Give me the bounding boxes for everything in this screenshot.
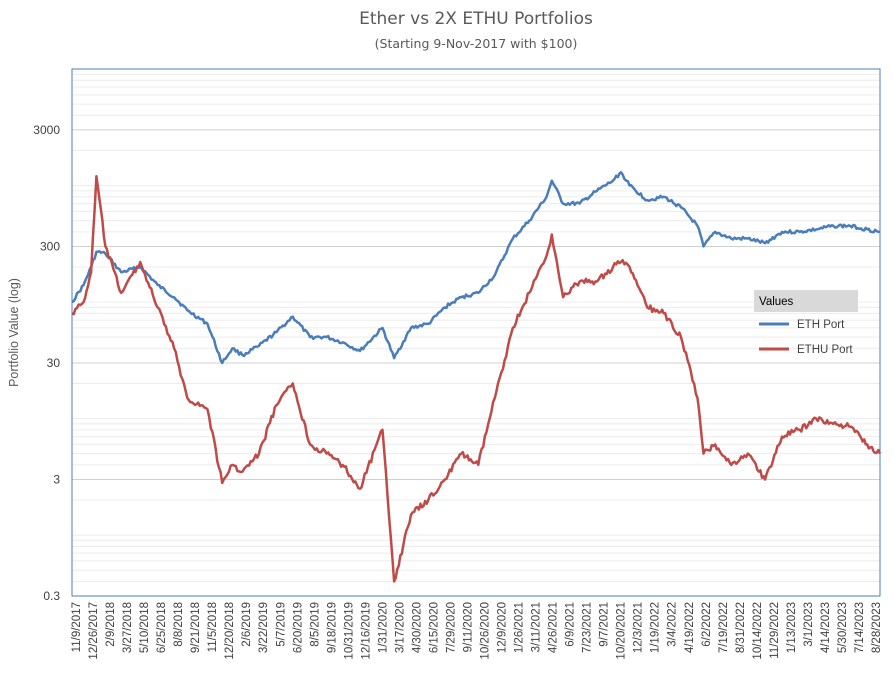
x-tick-label: 6/2/2022: [701, 602, 713, 647]
x-tick-label: 3/11/2021: [531, 602, 543, 652]
x-tick-label: 1/31/2020: [377, 602, 389, 653]
x-tick-label: 10/20/2021: [616, 602, 628, 660]
plot-area: [71, 68, 881, 597]
gridlines: [72, 68, 880, 597]
series-line-eth-port: [71, 170, 881, 365]
x-tick-label: 3/22/2019: [258, 602, 270, 653]
chart-subtitle: (Starting 9-Nov-2017 with $100): [375, 36, 578, 51]
y-tick-label: 30: [47, 356, 61, 370]
x-tick-label: 9/11/2020: [462, 602, 474, 652]
x-tick-label: 11/9/2017: [71, 602, 83, 652]
x-tick-label: 8/8/2018: [173, 602, 185, 647]
x-tick-label: 2/6/2019: [241, 602, 253, 647]
x-tick-label: 6/25/2018: [156, 602, 168, 653]
x-tick-label: 6/15/2020: [428, 602, 440, 653]
x-tick-label: 7/23/2021: [582, 602, 594, 653]
x-tick-label: 2/9/2018: [105, 602, 117, 647]
x-tick-label: 8/31/2022: [735, 602, 747, 653]
x-tick-label: 3/27/2018: [122, 602, 134, 653]
x-tick-label: 9/21/2018: [190, 602, 202, 653]
y-tick-label: 3: [53, 472, 60, 486]
x-axis-ticks: 11/9/2017 12/26/2017 2/9/2018 3/27/2018 5/10…: [71, 602, 883, 660]
x-tick-label: 12/16/2019: [360, 602, 372, 660]
x-tick-label: 11/5/2018: [207, 602, 219, 652]
x-tick-label: 8/28/2023: [871, 602, 883, 653]
x-tick-label: 1/19/2022: [650, 602, 662, 653]
legend-title: Values: [759, 296, 794, 308]
x-tick-label: 4/19/2022: [684, 602, 696, 653]
x-tick-label: 6/20/2019: [292, 602, 304, 653]
x-tick-label: 4/14/2023: [820, 602, 832, 653]
y-axis-label: Portfolio Value (log): [7, 278, 21, 387]
x-tick-label: 12/3/2021: [633, 602, 645, 653]
chart-title: Ether vs 2X ETHU Portfolios: [359, 9, 593, 29]
legend-title-bar: [754, 290, 858, 312]
x-tick-label: 12/26/2017: [88, 602, 100, 660]
x-tick-label: 5/30/2023: [837, 602, 849, 653]
x-tick-label: 3/17/2020: [394, 602, 406, 653]
x-tick-label: 4/26/2021: [548, 602, 560, 653]
x-tick-label: 9/18/2019: [326, 602, 338, 653]
y-tick-label: 300: [40, 239, 60, 253]
x-tick-label: 7/19/2022: [718, 602, 730, 653]
legend-label-eth-port: ETH Port: [797, 319, 845, 331]
y-tick-label: 0.3: [43, 589, 60, 603]
y-tick-label: 3000: [33, 123, 60, 137]
x-tick-label: 5/7/2019: [275, 602, 287, 647]
x-tick-label: 9/7/2021: [599, 602, 611, 647]
x-tick-label: 11/29/2022: [769, 602, 781, 659]
x-tick-label: 6/9/2021: [565, 602, 577, 647]
x-tick-label: 12/9/2020: [497, 602, 509, 653]
x-tick-label: 5/10/2018: [139, 602, 151, 653]
x-tick-label: 1/26/2021: [514, 602, 526, 653]
x-tick-label: 10/14/2022: [752, 602, 764, 660]
x-tick-label: 7/14/2023: [854, 602, 866, 653]
y-axis-ticks: 3000 300 30 3 0.3: [33, 123, 60, 603]
x-tick-label: 1/13/2023: [786, 602, 798, 653]
x-tick-label: 7/29/2020: [445, 602, 457, 653]
x-tick-label: 12/20/2018: [224, 602, 236, 660]
legend-label-ethu-port: ETHU Port: [797, 344, 853, 356]
x-tick-label: 3/4/2022: [667, 602, 679, 647]
x-tick-label: 10/26/2020: [480, 602, 492, 660]
series-lines: [71, 170, 882, 583]
x-tick-label: 10/31/2019: [343, 602, 355, 660]
legend: Values ETH Port ETHU Port: [754, 290, 858, 356]
series-line-ethu-port: [71, 175, 882, 583]
x-tick-label: 4/30/2020: [411, 602, 423, 653]
x-tick-label: 8/5/2019: [309, 602, 321, 647]
x-tick-label: 3/1/2023: [803, 602, 815, 647]
